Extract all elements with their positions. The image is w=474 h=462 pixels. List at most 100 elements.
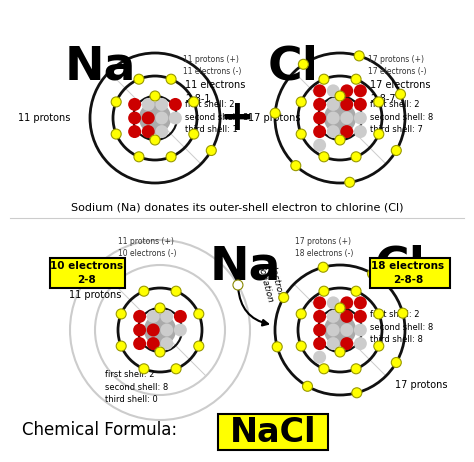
Circle shape	[291, 161, 301, 170]
Circle shape	[189, 129, 199, 139]
Circle shape	[354, 310, 367, 323]
Circle shape	[340, 85, 353, 97]
Circle shape	[140, 103, 170, 134]
Circle shape	[319, 152, 329, 162]
Circle shape	[340, 310, 353, 323]
Circle shape	[354, 125, 367, 138]
Circle shape	[142, 125, 155, 138]
Circle shape	[174, 323, 187, 336]
Circle shape	[340, 323, 353, 336]
Circle shape	[313, 139, 326, 152]
Circle shape	[150, 91, 160, 101]
Circle shape	[299, 59, 309, 69]
Circle shape	[325, 315, 356, 346]
Circle shape	[302, 381, 312, 391]
Circle shape	[351, 152, 361, 162]
Circle shape	[340, 337, 353, 350]
Text: 11 protons (+)
10 electrons (-): 11 protons (+) 10 electrons (-)	[118, 237, 176, 258]
Circle shape	[340, 111, 353, 124]
Text: 17 protons (+)
18 electrons (-): 17 protons (+) 18 electrons (-)	[295, 237, 354, 258]
Circle shape	[296, 97, 306, 107]
Circle shape	[327, 98, 340, 111]
Circle shape	[279, 292, 289, 303]
Circle shape	[171, 286, 181, 296]
Circle shape	[160, 323, 173, 336]
Circle shape	[194, 309, 204, 319]
Circle shape	[345, 177, 355, 187]
Text: Cl: Cl	[375, 245, 426, 290]
Text: Na: Na	[210, 245, 282, 290]
Circle shape	[174, 310, 187, 323]
Text: 11 protons: 11 protons	[69, 290, 121, 300]
Circle shape	[340, 98, 353, 111]
Circle shape	[145, 315, 175, 346]
Text: first shell: 2
second shell: 8
third shell: 0: first shell: 2 second shell: 8 third she…	[105, 370, 168, 404]
Circle shape	[374, 309, 384, 319]
Circle shape	[313, 337, 326, 350]
Text: NaCl: NaCl	[230, 415, 316, 449]
Circle shape	[354, 111, 367, 124]
Text: Na: Na	[65, 45, 137, 90]
Circle shape	[133, 337, 146, 350]
Circle shape	[155, 98, 168, 111]
Circle shape	[155, 111, 168, 124]
Circle shape	[327, 310, 340, 323]
Circle shape	[351, 364, 361, 374]
Circle shape	[111, 129, 121, 139]
Text: 11 protons: 11 protons	[18, 113, 70, 123]
Text: electron
donation: electron donation	[255, 260, 285, 304]
Circle shape	[351, 74, 361, 84]
Circle shape	[327, 296, 340, 309]
Circle shape	[313, 98, 326, 111]
Circle shape	[318, 262, 328, 272]
Text: first shell: 2
second shell: 8
third shell: 1: first shell: 2 second shell: 8 third she…	[185, 100, 248, 134]
Circle shape	[160, 310, 173, 323]
Circle shape	[169, 111, 182, 124]
Text: first shell: 2
second shell: 8
third shell: 8: first shell: 2 second shell: 8 third she…	[370, 310, 433, 344]
FancyArrowPatch shape	[238, 288, 268, 325]
Circle shape	[354, 337, 367, 350]
Circle shape	[194, 341, 204, 351]
Circle shape	[169, 98, 182, 111]
Circle shape	[147, 323, 160, 336]
Circle shape	[313, 125, 326, 138]
Circle shape	[142, 98, 155, 111]
Circle shape	[133, 323, 146, 336]
FancyBboxPatch shape	[50, 258, 125, 288]
Circle shape	[155, 125, 168, 138]
Circle shape	[374, 341, 384, 351]
FancyBboxPatch shape	[370, 258, 450, 288]
Circle shape	[327, 337, 340, 350]
Text: 18 electrons
2-8-8: 18 electrons 2-8-8	[372, 261, 445, 285]
Circle shape	[313, 351, 326, 364]
Circle shape	[296, 309, 306, 319]
Circle shape	[354, 51, 364, 61]
Circle shape	[116, 341, 126, 351]
Circle shape	[319, 74, 329, 84]
Circle shape	[147, 310, 160, 323]
Circle shape	[327, 85, 340, 97]
Circle shape	[374, 97, 384, 107]
Circle shape	[327, 125, 340, 138]
Text: Chemical Formula:: Chemical Formula:	[22, 421, 177, 439]
Text: 17 electrons
2-8-7: 17 electrons 2-8-7	[370, 80, 430, 104]
Circle shape	[189, 97, 199, 107]
Circle shape	[351, 286, 361, 296]
Circle shape	[313, 323, 326, 336]
Text: 17 protons (+)
17 electrons (-): 17 protons (+) 17 electrons (-)	[368, 55, 427, 76]
Circle shape	[327, 111, 340, 124]
Circle shape	[171, 364, 181, 374]
Circle shape	[233, 280, 243, 290]
Circle shape	[296, 129, 306, 139]
Text: 17 protons: 17 protons	[248, 113, 301, 123]
Circle shape	[111, 97, 121, 107]
Circle shape	[392, 146, 401, 156]
Text: Cl: Cl	[268, 45, 319, 90]
Circle shape	[142, 111, 155, 124]
Circle shape	[116, 309, 126, 319]
Circle shape	[272, 342, 282, 352]
Circle shape	[354, 296, 367, 309]
Circle shape	[335, 303, 345, 313]
Circle shape	[352, 388, 362, 398]
Circle shape	[166, 74, 176, 84]
